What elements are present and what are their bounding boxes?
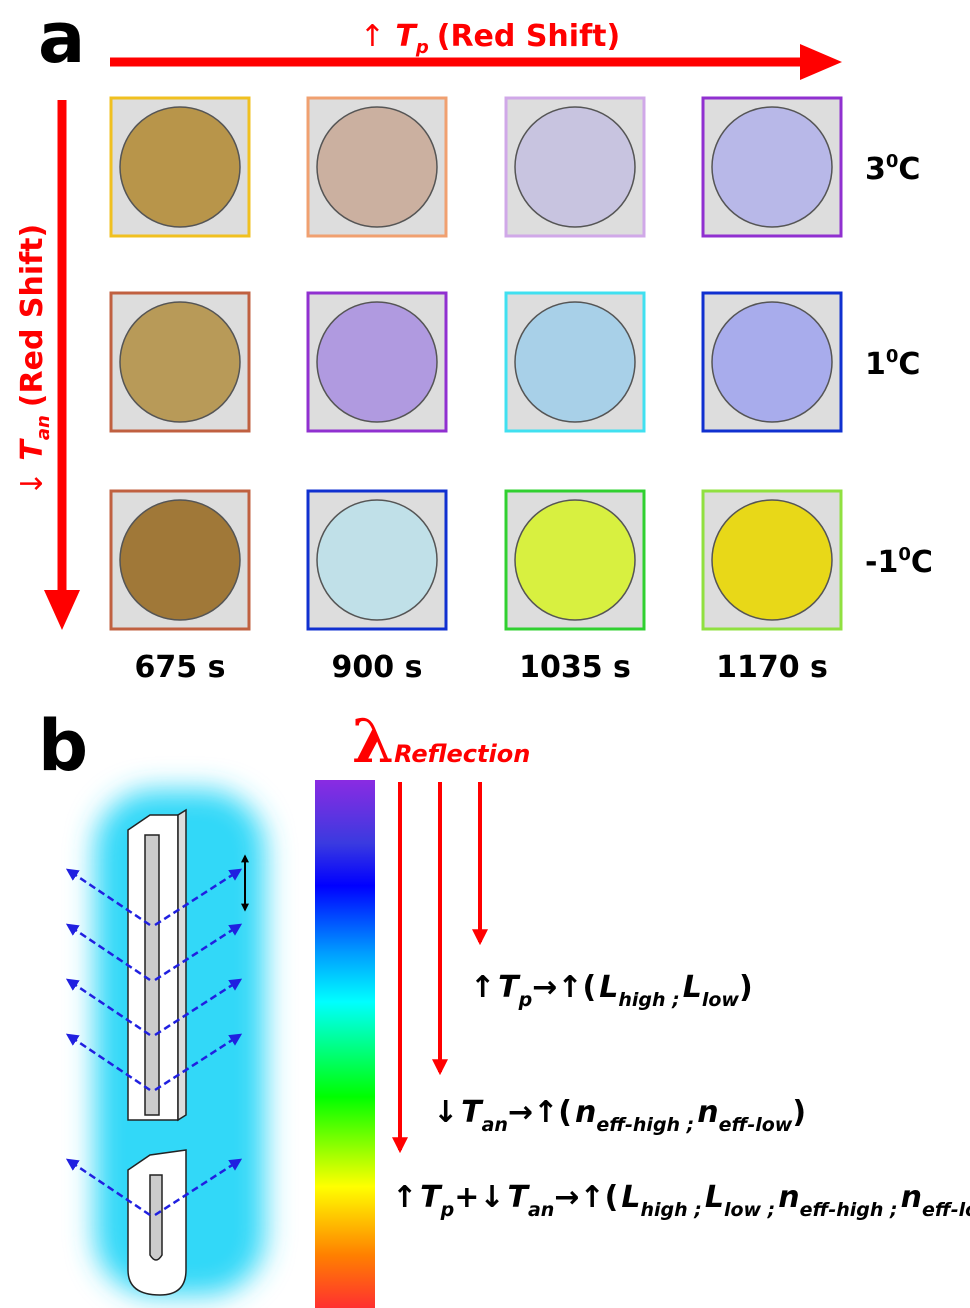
subscript: p [518,989,533,1011]
equation: ↓Tan→↑(neff-high ;neff-low) [433,1095,806,1136]
equation-part: ↓ [433,1095,458,1130]
subscript: low ; [724,1199,775,1221]
sample-dish [712,107,832,227]
subscript: an [528,1199,554,1221]
row-superscript: 0 [886,346,899,367]
row-unit: C [898,152,920,187]
sample-dish [712,302,832,422]
row-value: 1 [865,347,886,382]
row-unit: C [911,545,933,580]
sample-dish [712,500,832,620]
axis-title: ↓ Tan(Red Shift) [15,224,54,496]
equation-part: L [705,1180,724,1215]
subscript: low [702,989,740,1011]
sample-dish [120,107,240,227]
equation: ↑Tp+↓Tan→↑(Lhigh ;Llow ;neff-high ;neff-… [392,1180,970,1221]
figure: a ↑ Tp(Red Shift) ↓ Tan(Red Shift) 30C10… [0,0,970,1308]
panel-label: b [38,705,88,787]
row-label: -10C [865,544,933,580]
equation-part: L [621,1180,640,1215]
equation-part: ) [739,970,753,1005]
arrow-head [44,590,80,630]
equation-part: n [778,1180,799,1215]
row-superscript: 0 [898,544,911,565]
subscript: eff-high ; [800,1199,898,1221]
panel-label: a [38,0,85,79]
subscript: eff-low [719,1114,793,1136]
equation-part: ) [792,1095,806,1130]
sample-dish [120,302,240,422]
column-label: 1170 s [716,650,828,685]
equation: ↑Tp→↑(Lhigh ;Llow) [470,970,753,1011]
subscript: high ; [640,1199,701,1221]
sample-dish [317,107,437,227]
spectrum-bar [315,780,375,1308]
equation-part: ↑ [392,1180,417,1215]
row-value: 3 [865,152,886,187]
column-label: 675 s [135,650,226,685]
equation-part: n [575,1095,596,1130]
column-label: 900 s [332,650,423,685]
sample-dish [515,500,635,620]
row-unit: C [898,347,920,382]
equation-part: L [683,970,702,1005]
subscript: an [482,1114,508,1136]
sample-dish [120,500,240,620]
axis-title: ↑ Tp(Red Shift) [360,19,620,58]
equation-part: →↑( [508,1095,572,1130]
row-label: 30C [865,151,920,187]
sample-dish [317,500,437,620]
equation-part: →↑( [554,1180,618,1215]
equation-part: +↓ [454,1180,504,1215]
sample-dish [515,107,635,227]
sample-dish [515,302,635,422]
row-label: 10C [865,346,920,382]
column-label: 1035 s [519,650,631,685]
subscript: eff-high ; [596,1114,694,1136]
subscript: high ; [618,989,679,1011]
row-value: -1 [865,545,898,580]
subscript: p [440,1199,455,1221]
equation-part: ↑ [470,970,495,1005]
row-superscript: 0 [886,151,899,172]
fiber [128,810,186,1295]
sample-dish [317,302,437,422]
lambda: λReflection [352,707,530,777]
arrow-head [800,44,842,80]
equation-part: n [901,1180,922,1215]
equation-part: n [697,1095,718,1130]
equation-part: L [599,970,618,1005]
subscript: eff-low [922,1199,970,1221]
equation-part: →↑( [532,970,596,1005]
